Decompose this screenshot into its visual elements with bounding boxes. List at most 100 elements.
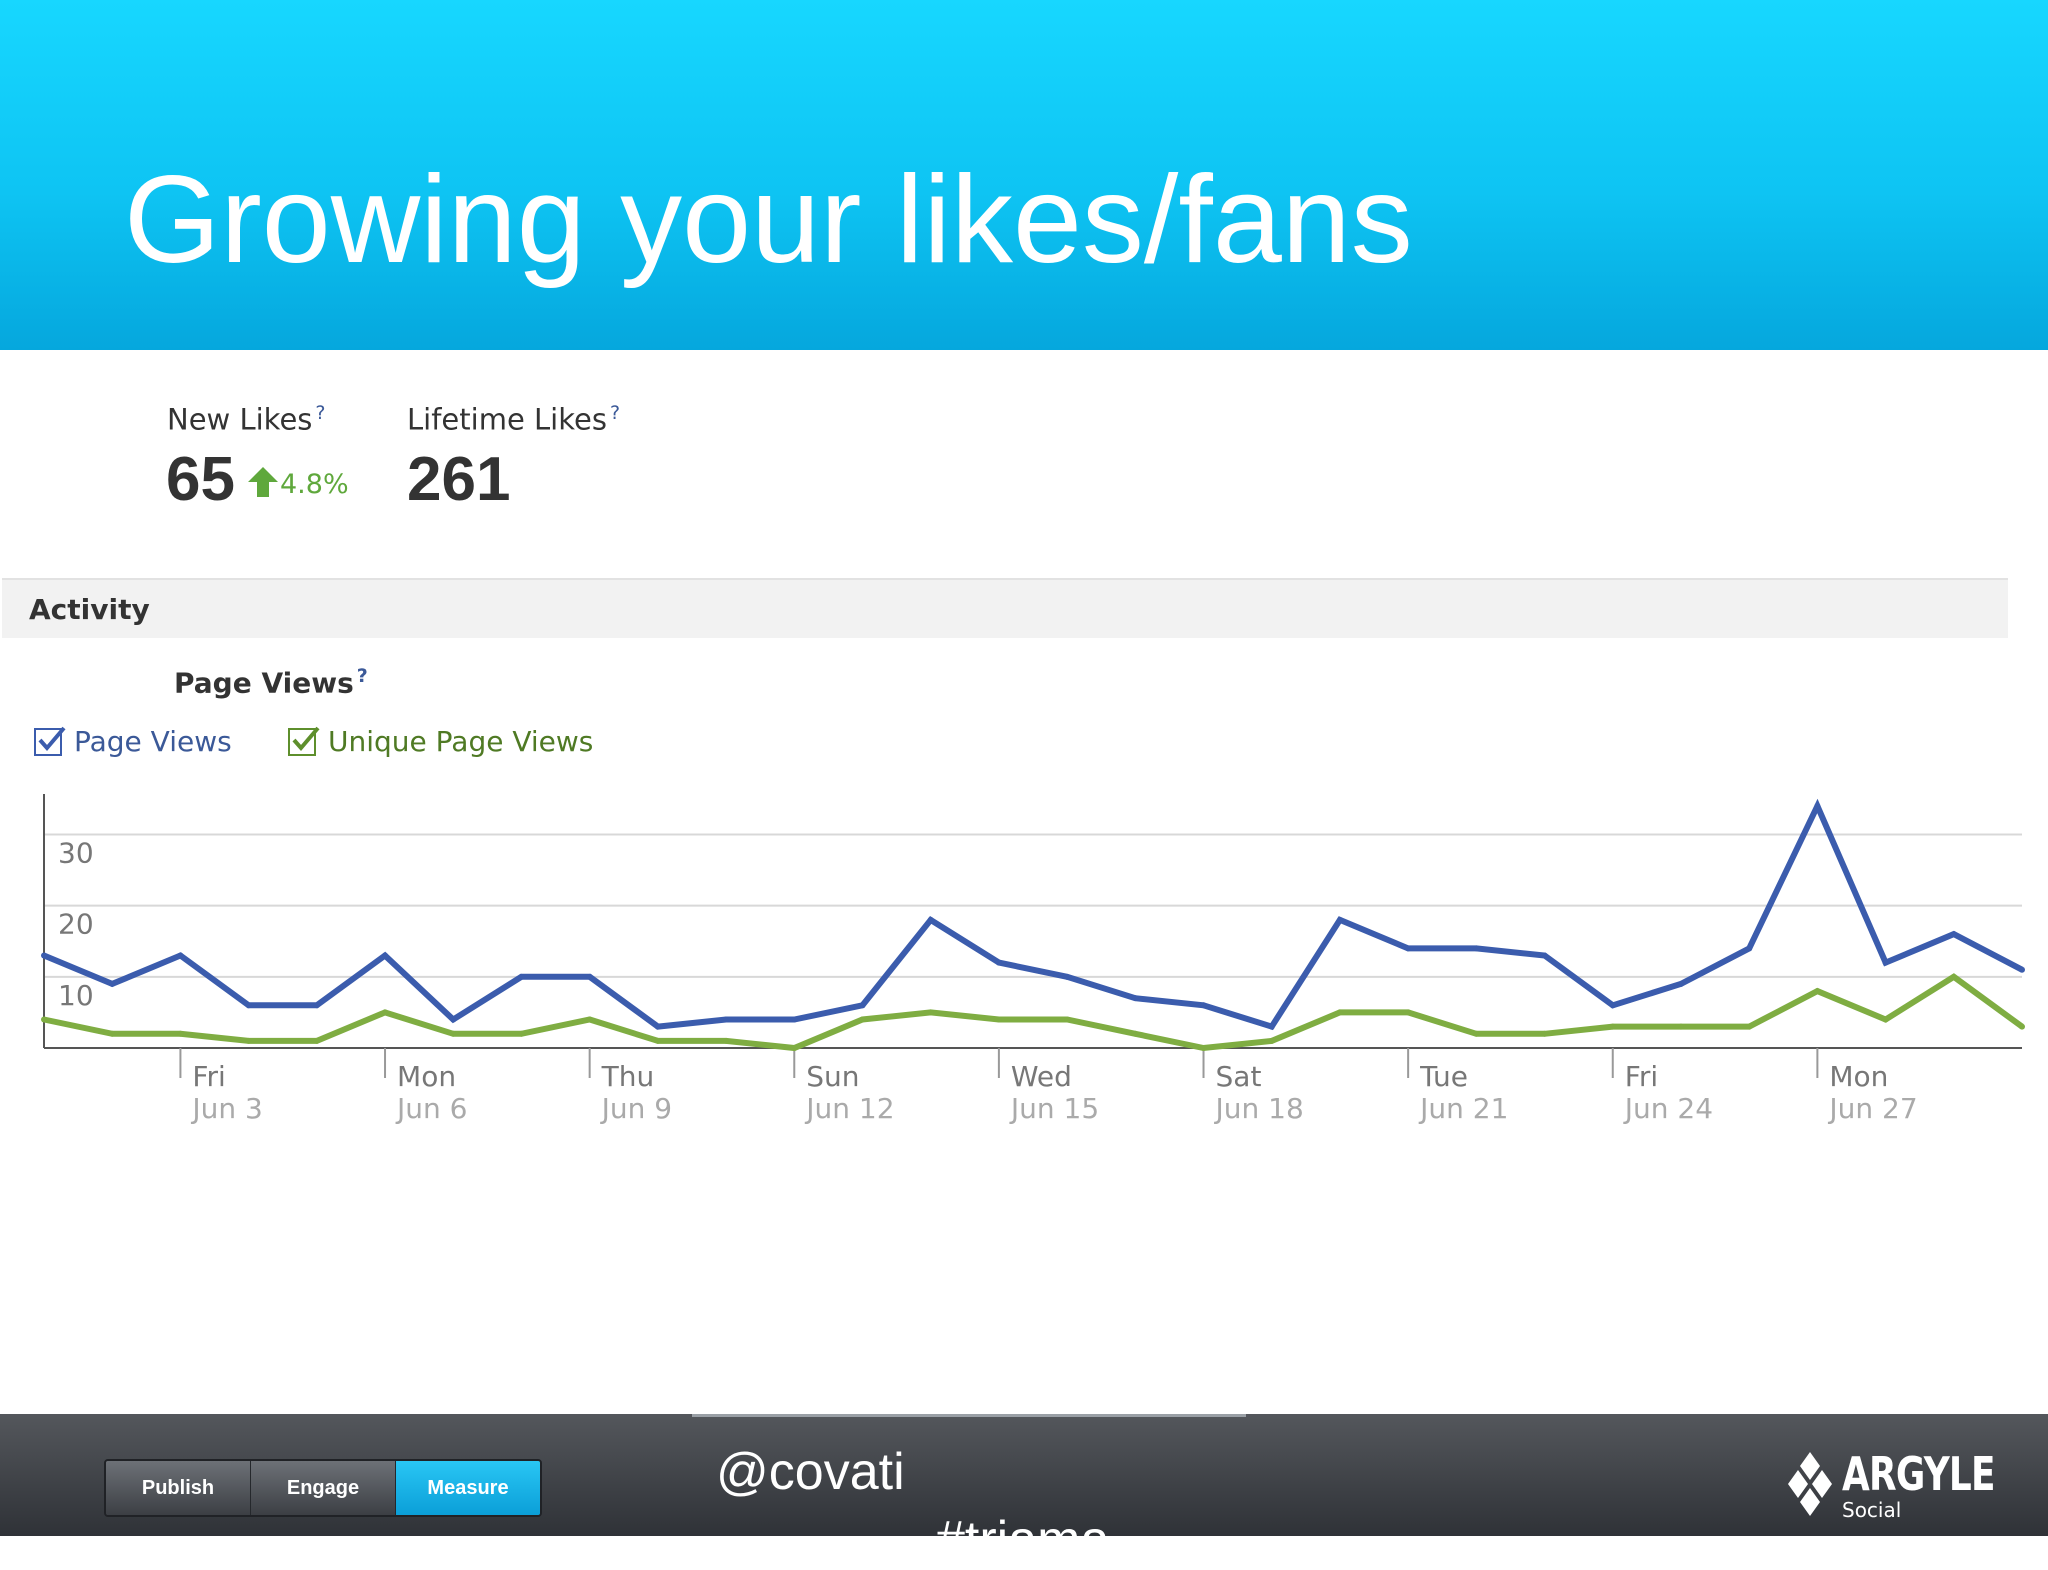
data-point-page-views (1200, 1002, 1207, 1009)
new-likes-value: 65 (166, 445, 235, 514)
data-point-unique-page-views (1336, 1009, 1343, 1016)
x-tick-date: Jun 18 (1214, 1092, 1304, 1125)
new-likes-label: New Likes (167, 402, 313, 437)
data-point-unique-page-views (2019, 1023, 2025, 1030)
x-tick-date: Jun 24 (1623, 1092, 1713, 1125)
lifetime-likes-label: Lifetime Likes (407, 402, 607, 437)
data-point-page-views (1132, 995, 1139, 1002)
data-point-unique-page-views (927, 1009, 934, 1016)
data-point-page-views (1746, 945, 1753, 952)
data-point-page-views (927, 916, 934, 923)
x-tick-date: Jun 3 (190, 1092, 262, 1125)
data-point-page-views (1405, 945, 1412, 952)
data-point-unique-page-views (313, 1037, 320, 1044)
data-point-page-views (654, 1023, 661, 1030)
data-point-unique-page-views (791, 1045, 798, 1051)
data-point-page-views (995, 959, 1002, 966)
slide-title: Growing your likes/fans (124, 151, 1413, 289)
checkbox-checked-icon[interactable] (288, 726, 320, 756)
data-point-page-views (723, 1016, 730, 1023)
activity-section-bar: Activity (2, 578, 2008, 638)
logo-sub: Social (1842, 1498, 1902, 1522)
data-point-page-views (1336, 916, 1343, 923)
x-tick-weekday: Mon (397, 1060, 456, 1093)
data-point-unique-page-views (1132, 1030, 1139, 1037)
y-tick-label: 10 (58, 979, 94, 1012)
data-point-page-views (177, 952, 184, 959)
data-point-page-views (41, 952, 47, 959)
new-likes-change: 4.8% (246, 465, 349, 500)
footer-bar: Publish Engage Measure @covati #triama A… (0, 1414, 2048, 1569)
y-tick-label: 30 (58, 836, 94, 869)
data-point-page-views (791, 1016, 798, 1023)
data-point-page-views (1950, 931, 1957, 938)
x-tick-weekday: Sat (1216, 1060, 1262, 1093)
tab-measure[interactable]: Measure (396, 1461, 540, 1515)
footer-tabs: Publish Engage Measure (104, 1459, 542, 1517)
data-point-unique-page-views (586, 1016, 593, 1023)
tab-publish[interactable]: Publish (106, 1461, 251, 1515)
data-point-page-views (1541, 952, 1548, 959)
twitter-handle: @covati (716, 1443, 905, 1501)
data-point-unique-page-views (1064, 1016, 1071, 1023)
x-tick-date: Jun 9 (600, 1092, 672, 1125)
data-point-unique-page-views (1609, 1023, 1616, 1030)
data-point-page-views (1677, 980, 1684, 987)
y-tick-label: 20 (58, 908, 94, 941)
x-tick-date: Jun 12 (804, 1092, 894, 1125)
series-line-page-views (42, 798, 2024, 1031)
data-point-unique-page-views (1882, 1016, 1889, 1023)
data-point-unique-page-views (995, 1016, 1002, 1023)
data-point-unique-page-views (654, 1037, 661, 1044)
data-point-unique-page-views (518, 1030, 525, 1037)
chart-title-group: Page Views? (174, 665, 368, 699)
argyle-logo-icon (1788, 1452, 1832, 1516)
x-tick-weekday: Fri (1625, 1060, 1658, 1093)
data-point-unique-page-views (1541, 1030, 1548, 1037)
lifetime-likes-value: 261 (407, 445, 511, 514)
x-tick-weekday: Thu (601, 1060, 655, 1093)
lifetime-likes-label-group: Lifetime Likes? (407, 402, 620, 437)
new-likes-label-group: New Likes? (167, 402, 326, 437)
data-point-unique-page-views (1746, 1023, 1753, 1030)
data-point-page-views (1064, 973, 1071, 980)
data-point-page-views (586, 973, 593, 980)
tab-engage[interactable]: Engage (251, 1461, 396, 1515)
data-point-page-views (1609, 1002, 1616, 1009)
chart-title: Page Views (174, 666, 354, 700)
data-point-unique-page-views (1268, 1037, 1275, 1044)
footer-divider (692, 1414, 1246, 1417)
data-point-unique-page-views (382, 1009, 389, 1016)
data-point-page-views (2019, 966, 2025, 973)
data-point-unique-page-views (1950, 973, 1957, 980)
data-point-unique-page-views (1405, 1009, 1412, 1016)
data-point-page-views (313, 1002, 320, 1009)
data-point-page-views (450, 1016, 457, 1023)
help-icon[interactable]: ? (609, 402, 621, 424)
data-point-unique-page-views (723, 1037, 730, 1044)
data-point-page-views (382, 952, 389, 959)
data-point-unique-page-views (177, 1030, 184, 1037)
series-line-unique-page-views (43, 973, 2024, 1052)
data-point-unique-page-views (859, 1016, 866, 1023)
data-point-page-views (518, 973, 525, 980)
new-likes-change-value: 4.8% (280, 469, 349, 500)
x-tick-weekday: Mon (1829, 1060, 1888, 1093)
data-point-unique-page-views (41, 1016, 47, 1023)
hashtag: #triama (936, 1511, 1110, 1569)
checkbox-checked-icon[interactable] (34, 726, 66, 756)
logo-name: ARGYLE (1842, 1447, 1996, 1501)
x-tick-weekday: Fri (192, 1060, 225, 1093)
x-tick-date: Jun 6 (395, 1092, 467, 1125)
x-tick-weekday: Sun (806, 1060, 859, 1093)
data-point-unique-page-views (1677, 1023, 1684, 1030)
x-tick-date: Jun 21 (1418, 1092, 1508, 1125)
help-icon[interactable]: ? (356, 665, 368, 687)
data-point-page-views (1473, 945, 1480, 952)
data-point-page-views (245, 1002, 252, 1009)
help-icon[interactable]: ? (315, 402, 326, 424)
legend-unique-page-views[interactable]: Unique Page Views (288, 725, 593, 758)
legend-page-views[interactable]: Page Views (34, 725, 232, 758)
data-point-page-views (859, 1002, 866, 1009)
